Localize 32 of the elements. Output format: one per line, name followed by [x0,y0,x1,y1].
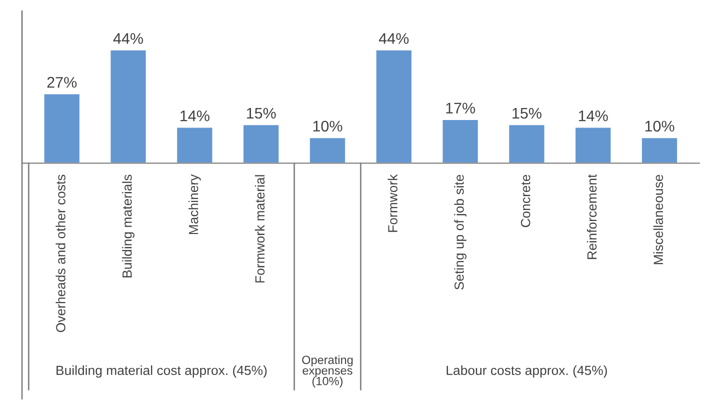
x-tick-label: Building materials [122,174,134,278]
text: Labour costs approx. (45%) [446,365,607,378]
bar [242,124,280,164]
data-label: 10% [313,120,342,132]
x-tick-label: Machinery [188,174,201,234]
bar [640,136,678,164]
bar [574,126,612,164]
data-label: 15% [512,108,542,119]
bar [176,126,214,164]
bar [374,48,413,164]
x-tick-label: Miscellaneouse [653,174,664,264]
x-tick-label: Formwork [388,174,398,232]
data-label: 15% [246,108,276,119]
data-label: 44% [378,33,409,44]
x-tick-label: Reinforcement [586,174,597,259]
text: Operating expenses (10%) [302,355,353,388]
text: Building material cost approx. (45%) [56,365,267,378]
x-tick-label: Seting up of job site [454,174,466,290]
data-label: 44% [113,33,144,44]
data-label: 14% [180,110,210,122]
bar [308,136,346,164]
x-tick-label: Concrete [520,174,530,228]
bar [441,118,480,164]
data-label: 27% [47,76,77,88]
bar [508,124,546,164]
x-tick-label: Overheads and other costs [56,174,66,332]
bar [42,92,81,164]
data-label: 17% [446,102,476,114]
x-tick-label: Formwork material [254,175,265,282]
data-label: 10% [645,120,674,132]
bar [109,48,148,164]
data-label: 14% [578,110,608,122]
